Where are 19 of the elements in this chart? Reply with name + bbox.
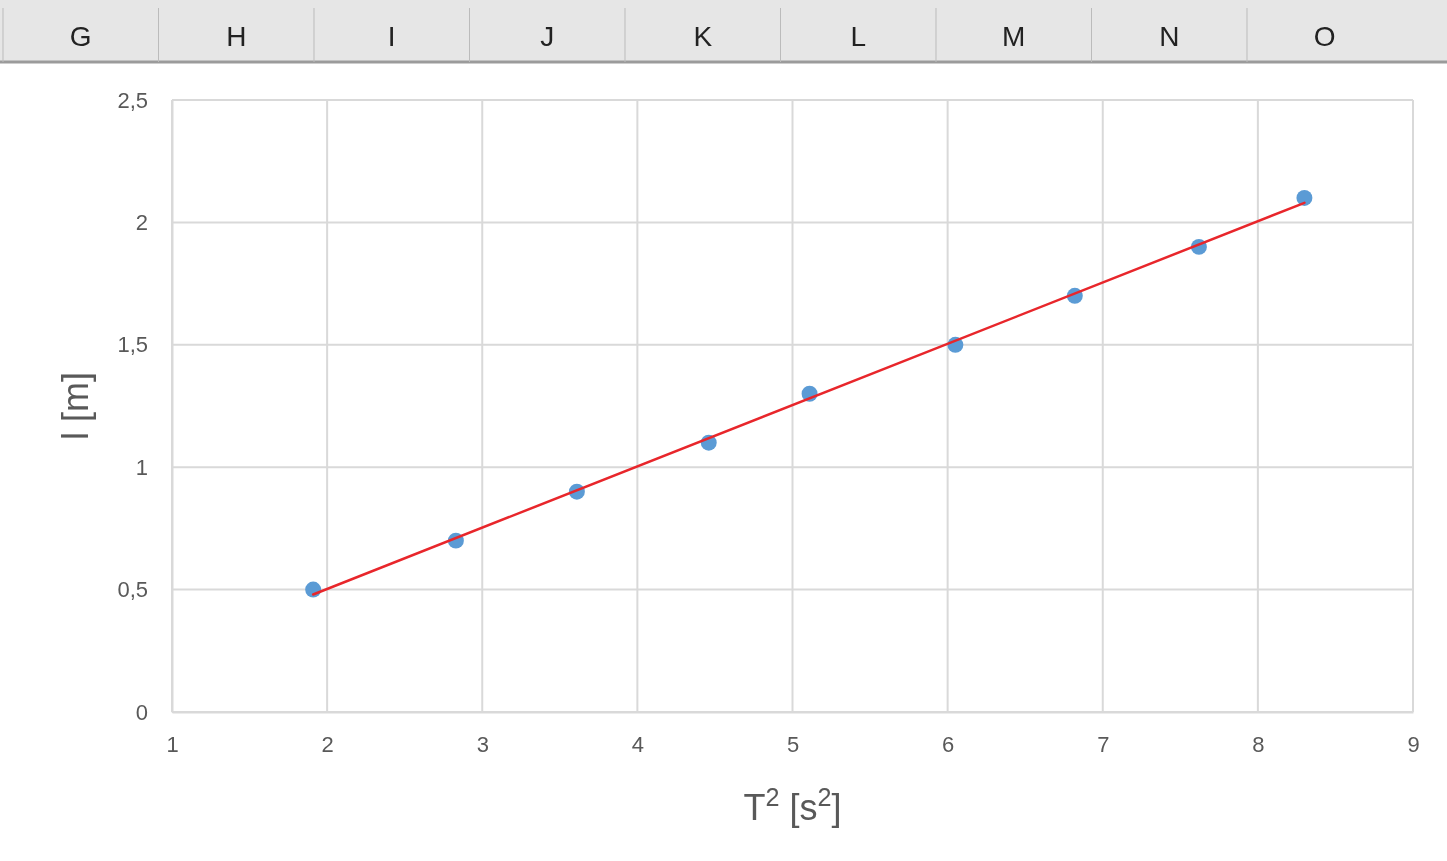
x-tick-label: 1	[166, 731, 179, 757]
y-tick-label: 1,5	[117, 332, 148, 358]
y-tick-label: 1	[135, 454, 148, 480]
y-tick-label: 0	[135, 699, 148, 725]
x-tick-label: 8	[1252, 731, 1265, 757]
x-tick-label: 2	[321, 731, 334, 757]
x-axis-title: T$^{2}$ [s$^{2}$]	[743, 783, 842, 828]
column-header-row: G H I J K L M N O	[0, 0, 1447, 64]
y-tick-label: 0,5	[117, 577, 148, 603]
x-tick-label: 6	[942, 731, 955, 757]
x-tick-label: 9	[1407, 731, 1420, 757]
y-tick-label: 2	[135, 209, 148, 235]
x-tick-label: 3	[476, 731, 489, 757]
y-tick-label: 2,5	[117, 87, 148, 113]
x-tick-label: 4	[631, 731, 644, 757]
y-axis-title: l [m]	[55, 372, 96, 440]
x-tick-label: 5	[786, 731, 800, 757]
x-tick-label: 7	[1097, 731, 1110, 757]
point	[1296, 189, 1313, 206]
